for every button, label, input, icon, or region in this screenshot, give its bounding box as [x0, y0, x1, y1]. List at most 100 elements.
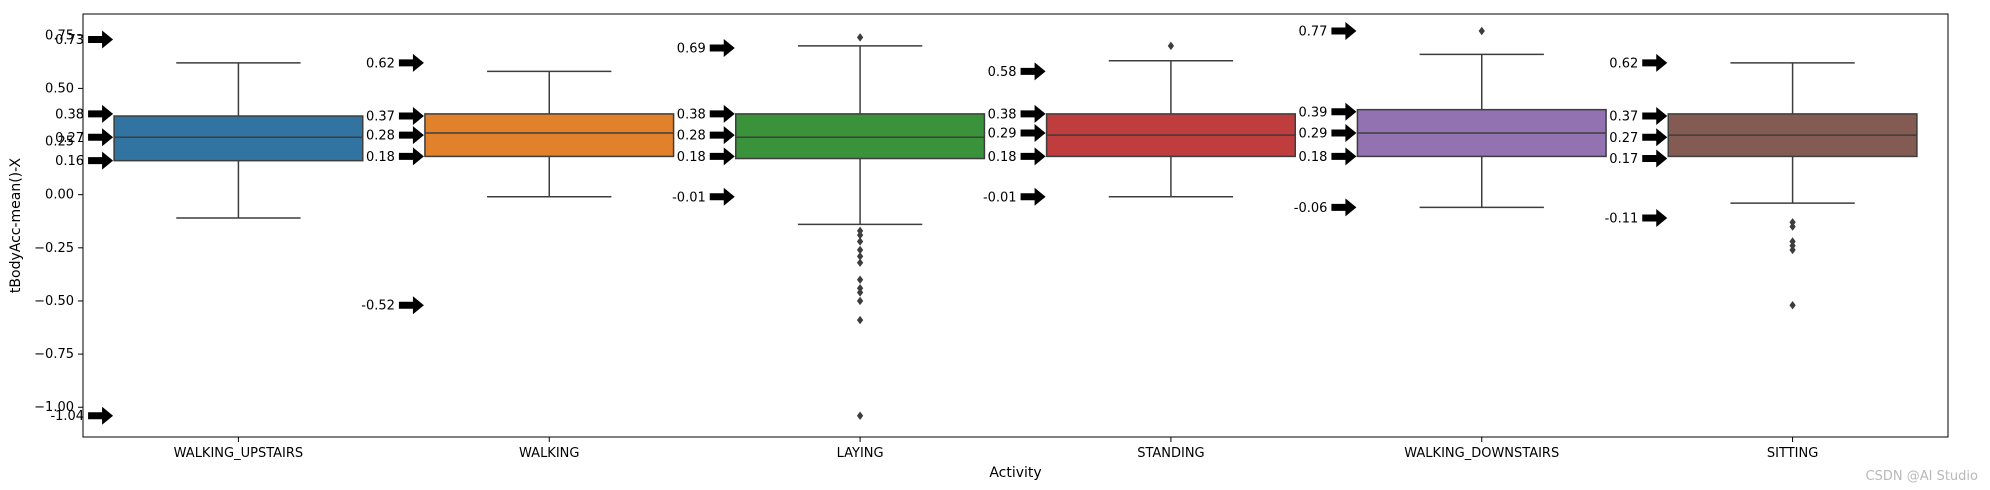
- annotation-label: -0.01: [983, 190, 1017, 205]
- annotation-label: 0.37: [1609, 110, 1638, 125]
- annotation-arrow: [1642, 128, 1668, 147]
- y-tick-label: 0.25: [45, 135, 74, 150]
- outlier-point: [1789, 218, 1796, 227]
- annotation-label: 0.62: [366, 56, 395, 71]
- x-tick-label: WALKING: [519, 446, 579, 461]
- annotation-arrow: [709, 187, 735, 206]
- annotation-arrow: [709, 147, 735, 166]
- box-walking: [424, 70, 675, 198]
- outlier-point: [856, 315, 864, 325]
- annotation-arrow: [398, 107, 424, 126]
- annotation-arrow: [1331, 102, 1357, 121]
- y-tick-label: −0.50: [34, 294, 74, 309]
- annotation-label: 0.28: [366, 129, 395, 144]
- annotation-label: -0.52: [361, 299, 395, 314]
- annotation-label: 0.18: [1298, 150, 1327, 165]
- watermark: CSDN @AI Studio: [1866, 469, 1979, 484]
- annotation-arrow: [88, 151, 114, 170]
- annotation-arrow: [1331, 147, 1357, 166]
- annotation-arrow: [1642, 107, 1668, 126]
- annotation-label: 0.17: [1609, 152, 1638, 167]
- box-sitting: [1667, 62, 1918, 310]
- annotation-arrow: [709, 39, 735, 58]
- y-tick-label: 0.75: [45, 28, 74, 43]
- x-tick-label: SITTING: [1767, 446, 1818, 461]
- box-body: [424, 113, 675, 158]
- outlier-point: [856, 275, 864, 284]
- outlier-point: [856, 296, 864, 306]
- annotation-arrow: [1020, 187, 1046, 206]
- annotation-arrow: [1020, 104, 1046, 123]
- annotation-label: 0.58: [988, 65, 1017, 80]
- annotation-arrow: [1331, 124, 1357, 143]
- outlier-point: [856, 245, 864, 255]
- y-axis: −1.00 −0.75 −0.50 −0.25 0.00 0.25 0.50 0.75: [34, 28, 83, 415]
- y-axis-title: tBodyAcc-mean()-X: [8, 158, 24, 294]
- annotation-arrow: [1020, 147, 1046, 166]
- box-walking-downstairs: [1356, 26, 1607, 209]
- x-tick-label: STANDING: [1137, 446, 1204, 461]
- box-walking-upstairs: [113, 62, 364, 219]
- y-tick-label: −0.25: [34, 241, 74, 256]
- annotation-label: 0.73: [55, 33, 84, 48]
- box-standing: [1045, 41, 1297, 198]
- annotation-label: 0.37: [366, 110, 395, 125]
- x-tick-label: LAYING: [837, 446, 884, 461]
- annotations: 0.73 0.38 0.27 0.16 -1.04 0.62 0.37 0.28 0.18 -0.…: [50, 22, 1668, 425]
- annotation-arrow: [709, 126, 735, 145]
- annotation-arrow: [398, 296, 424, 315]
- annotation-label: 0.38: [677, 107, 706, 122]
- outlier-point: [856, 237, 864, 246]
- annotation-label: 0.38: [55, 107, 84, 122]
- plot-area: [113, 26, 1918, 420]
- annotation-arrow: [398, 53, 424, 72]
- annotation-arrow: [1642, 53, 1668, 72]
- annotation-arrow: [398, 126, 424, 145]
- annotation-arrow: [88, 30, 114, 49]
- annotation-label: 0.69: [677, 42, 706, 57]
- annotation-arrow: [88, 406, 114, 425]
- x-tick-label: WALKING_DOWNSTAIRS: [1404, 446, 1559, 461]
- annotation-label: 0.16: [55, 154, 84, 169]
- box-body: [113, 115, 364, 162]
- annotation-label: -1.04: [50, 409, 84, 424]
- outlier-point: [856, 411, 864, 420]
- outlier-point: [1789, 237, 1796, 246]
- annotation-arrow: [709, 104, 735, 123]
- annotation-label: -0.01: [672, 190, 706, 205]
- annotation-label: 0.62: [1609, 56, 1638, 71]
- outlier-point: [1789, 301, 1796, 310]
- annotation-label: 0.29: [988, 127, 1017, 142]
- y-tick-label: 0.00: [45, 188, 74, 203]
- annotation-label: -0.06: [1294, 201, 1328, 216]
- outlier-point: [856, 226, 864, 236]
- annotation-group-laying: 0.69 0.38 0.28 0.18 -0.01: [672, 39, 735, 206]
- annotation-label: 0.77: [1298, 25, 1327, 40]
- box-body: [735, 113, 986, 160]
- annotation-label: 0.27: [1609, 131, 1638, 146]
- x-axis-title: Activity: [989, 465, 1041, 481]
- annotation-arrow: [88, 104, 114, 123]
- annotation-group-walking: 0.62 0.37 0.28 0.18 -0.52: [361, 53, 424, 315]
- x-axis: WALKING_UPSTAIRS WALKING LAYING STANDING WAL…: [174, 437, 1818, 461]
- annotation-label: 0.38: [988, 107, 1017, 122]
- outlier-point: [1789, 245, 1796, 255]
- annotation-arrow: [88, 128, 114, 147]
- outlier-point: [1478, 26, 1485, 36]
- outlier-point: [856, 230, 864, 240]
- annotation-label: 0.39: [1298, 105, 1327, 120]
- x-tick-label: WALKING_UPSTAIRS: [174, 446, 304, 461]
- annotation-label: 0.18: [677, 150, 706, 165]
- outlier-point: [856, 258, 864, 267]
- outlier-point: [1789, 241, 1796, 250]
- outlier-point: [856, 33, 864, 42]
- annotation-label: 0.29: [1298, 127, 1327, 142]
- annotation-arrow: [1020, 62, 1046, 81]
- outlier-point: [856, 284, 864, 293]
- annotation-label: 0.27: [55, 131, 84, 146]
- box-laying: [735, 33, 986, 420]
- y-tick-label: −1.00: [34, 400, 74, 415]
- annotation-arrow: [1642, 149, 1668, 168]
- annotation-label: -0.11: [1605, 212, 1639, 227]
